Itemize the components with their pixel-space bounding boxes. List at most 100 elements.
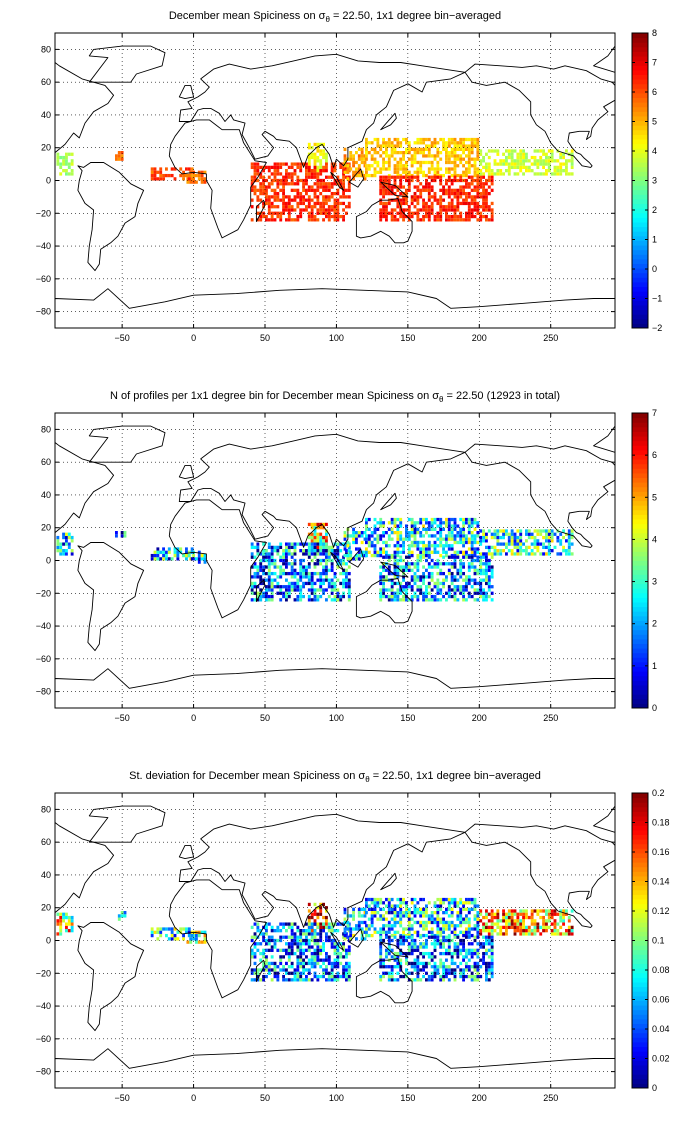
data-cell: [267, 935, 271, 939]
data-cell: [453, 164, 457, 168]
data-cell: [482, 195, 485, 199]
data-cell: [270, 578, 274, 582]
data-cell: [516, 539, 520, 543]
data-cell: [533, 545, 537, 550]
data-cell: [153, 167, 157, 171]
data-cell: [487, 594, 491, 599]
data-cell: [333, 948, 337, 952]
data-cell: [407, 942, 411, 946]
data-cell: [439, 527, 443, 531]
data-cell: [525, 929, 528, 933]
data-cell: [430, 175, 434, 179]
data-cell: [447, 534, 451, 538]
data-cell: [462, 942, 465, 946]
data-cell: [290, 178, 294, 183]
data-cell: [465, 185, 468, 189]
data-cell: [282, 925, 285, 930]
data-cell: [439, 553, 443, 558]
data-cell: [279, 188, 283, 192]
data-cell: [385, 178, 388, 183]
data-cell: [496, 532, 500, 536]
data-cell: [396, 137, 400, 142]
data-cell: [433, 547, 437, 551]
data-cell: [296, 955, 300, 959]
data-cell: [419, 170, 423, 174]
data-cell: [405, 568, 408, 572]
data-cell: [379, 581, 383, 586]
data-cell: [559, 172, 563, 176]
data-cell: [302, 958, 305, 962]
data-cell: [379, 942, 383, 946]
data-cell: [436, 550, 440, 554]
data-cell: [385, 555, 388, 559]
data-cell: [422, 911, 425, 915]
data-cell: [439, 933, 443, 938]
data-cell: [559, 542, 563, 546]
data-cell: [327, 585, 331, 589]
data-cell: [343, 157, 347, 161]
data-cell: [439, 907, 443, 911]
data-cell: [265, 178, 268, 183]
data-cell: [402, 137, 405, 142]
data-cell: [433, 585, 437, 589]
data-cell: [490, 925, 494, 930]
data-cell: [445, 958, 448, 962]
data-cell: [382, 137, 385, 142]
data-cell: [507, 912, 511, 916]
data-cell: [399, 160, 403, 165]
data-cell: [422, 214, 425, 219]
data-cell: [436, 154, 440, 158]
data-cell: [310, 951, 314, 956]
data-cell: [319, 532, 323, 536]
data-cell: [293, 922, 297, 926]
data-cell: [413, 897, 417, 902]
data-cell: [402, 164, 405, 168]
data-cell: [402, 575, 405, 579]
data-cell: [349, 154, 353, 158]
data-cell: [387, 154, 391, 158]
data-cell: [567, 552, 571, 556]
data-cell: [373, 550, 377, 554]
data-cell: [399, 581, 403, 586]
data-cell: [519, 552, 523, 556]
data-cell: [416, 558, 420, 563]
data-cell: [390, 517, 394, 522]
data-cell: [185, 930, 188, 934]
data-cell: [547, 549, 551, 553]
data-cell: [425, 904, 428, 908]
data-cell: [396, 942, 400, 946]
data-cell: [542, 929, 545, 933]
data-cell: [316, 526, 320, 530]
data-cell: [117, 151, 121, 155]
data-cell: [59, 165, 63, 170]
coastline-path: [55, 62, 115, 154]
data-cell: [330, 961, 334, 966]
data-cell: [422, 527, 425, 531]
data-cell: [439, 568, 443, 572]
data-cell: [322, 142, 325, 147]
data-cell: [385, 588, 388, 592]
data-cell: [467, 547, 471, 551]
data-cell: [390, 208, 394, 212]
data-cell: [290, 978, 294, 982]
data-cell: [522, 165, 525, 170]
data-cell: [270, 594, 274, 599]
data-cell: [470, 951, 474, 956]
data-cell: [413, 942, 417, 946]
data-cell: [425, 527, 428, 531]
data-cell: [476, 524, 480, 528]
data-cell: [447, 904, 451, 908]
data-cell: [479, 958, 483, 962]
data-cell: [467, 527, 471, 531]
data-cell: [522, 932, 525, 936]
data-cell: [416, 521, 420, 525]
data-cell: [442, 137, 445, 142]
data-cell: [436, 907, 440, 911]
data-cell: [485, 208, 488, 212]
data-cell: [427, 585, 431, 589]
data-cell: [276, 978, 280, 982]
data-cell: [405, 188, 408, 192]
data-cell: [436, 924, 440, 928]
data-cell: [379, 147, 383, 151]
data-cell: [416, 968, 420, 972]
